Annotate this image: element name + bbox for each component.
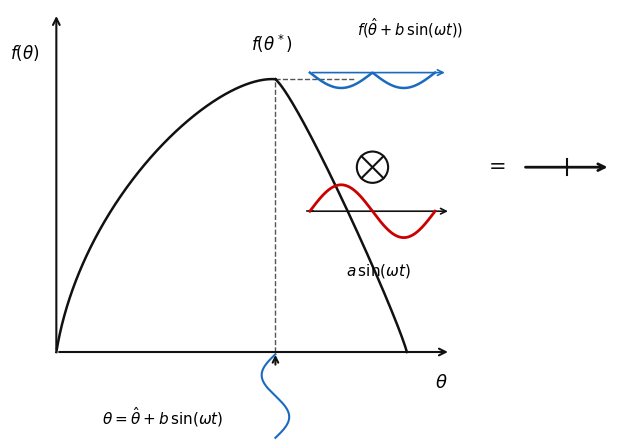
Text: $\theta = \hat{\theta} + b\,\mathrm{sin}(\omega t)$: $\theta = \hat{\theta} + b\,\mathrm{sin}…	[102, 405, 223, 429]
Text: $f(\theta)$: $f(\theta)$	[10, 43, 40, 63]
Text: =: =	[489, 157, 506, 177]
Text: $a\,\mathrm{sin}(\omega t)$: $a\,\mathrm{sin}(\omega t)$	[346, 262, 411, 280]
Text: $f(\theta^*)$: $f(\theta^*)$	[252, 33, 293, 55]
Text: $\theta$: $\theta$	[435, 374, 448, 392]
Text: $f(\hat{\theta} + b\,\mathrm{sin}(\omega t))$: $f(\hat{\theta} + b\,\mathrm{sin}(\omega…	[357, 16, 463, 40]
